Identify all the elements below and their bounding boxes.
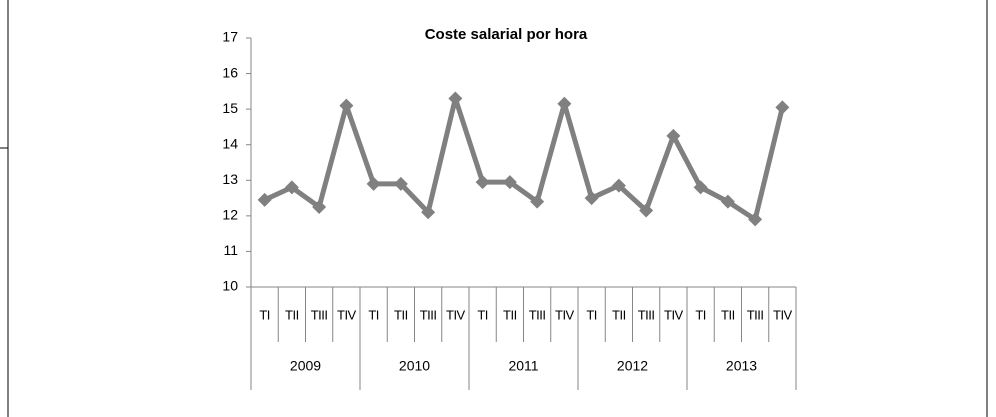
- y-tick-label: 15: [222, 100, 238, 116]
- x-tick-label: TIII: [638, 307, 655, 322]
- x-tick-label: TI: [259, 307, 270, 322]
- point-marker: [393, 176, 408, 191]
- x-group-label: 2013: [726, 358, 757, 374]
- point-marker: [748, 212, 763, 227]
- point-marker: [284, 180, 299, 195]
- x-group-label: 2012: [617, 358, 648, 374]
- y-tick-label: 14: [222, 135, 238, 151]
- x-tick-label: TIII: [311, 307, 328, 322]
- y-tick-label: 10: [222, 278, 238, 294]
- x-tick-label: TIII: [747, 307, 764, 322]
- x-tick-label: TIV: [664, 307, 684, 322]
- x-tick-label: TIII: [420, 307, 437, 322]
- chart-title: Coste salarial por hora: [425, 26, 588, 43]
- x-tick-label: TII: [285, 307, 299, 322]
- x-tick-label: TII: [503, 307, 517, 322]
- point-marker: [339, 98, 354, 113]
- point-marker: [312, 199, 327, 214]
- x-tick-label: TIII: [529, 307, 546, 322]
- point-marker: [502, 175, 517, 190]
- y-tick-label: 17: [222, 29, 238, 45]
- x-tick-label: TIV: [773, 307, 793, 322]
- x-tick-label: TI: [368, 307, 379, 322]
- x-group-label: 2011: [508, 358, 538, 374]
- point-marker: [475, 175, 490, 190]
- x-tick-label: TII: [721, 307, 735, 322]
- x-tick-label: TII: [612, 307, 626, 322]
- point-marker: [557, 96, 572, 111]
- x-tick-label: TIV: [337, 307, 357, 322]
- point-marker: [639, 203, 654, 218]
- point-marker: [421, 205, 436, 220]
- point-marker: [693, 180, 708, 195]
- point-marker: [584, 191, 599, 206]
- point-marker: [530, 194, 545, 209]
- y-tick-label: 16: [222, 64, 238, 80]
- x-tick-label: TI: [586, 307, 597, 322]
- line-series: [263, 95, 785, 222]
- point-marker: [448, 91, 463, 106]
- point-marker: [720, 194, 735, 209]
- y-tick-label: 13: [222, 171, 238, 187]
- point-marker: [366, 176, 381, 191]
- point-marker: [257, 192, 272, 207]
- y-tick-label: 12: [222, 207, 238, 223]
- point-marker: [666, 128, 681, 143]
- x-tick-label: TIV: [446, 307, 466, 322]
- y-tick-label: 11: [223, 242, 238, 258]
- x-group-label: 2010: [399, 358, 430, 374]
- x-tick-label: TII: [394, 307, 408, 322]
- point-marker: [611, 178, 626, 193]
- x-group-label: 2009: [290, 358, 321, 374]
- x-tick-label: TI: [695, 307, 706, 322]
- point-marker: [775, 100, 790, 115]
- x-tick-label: TI: [477, 307, 488, 322]
- x-tick-label: TIV: [555, 307, 575, 322]
